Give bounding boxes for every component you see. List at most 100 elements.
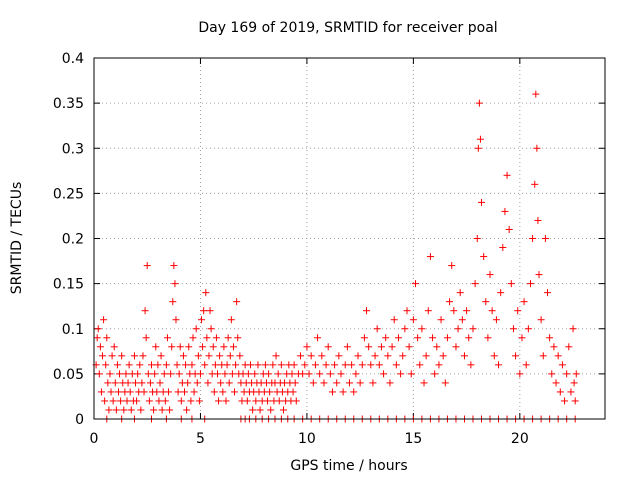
data-point [269,361,277,369]
data-point [529,235,537,242]
data-point [314,334,322,342]
data-point [571,397,579,405]
data-point [201,361,209,369]
data-point [324,343,332,351]
data-point [209,343,217,351]
data-point [199,343,207,351]
x-tick-label: 15 [404,431,422,447]
data-point [480,253,488,261]
data-point [418,325,426,333]
data-point [111,379,119,387]
data-point [360,334,368,342]
data-point [290,361,298,369]
data-point [569,325,577,333]
data-point [514,307,522,315]
plot-frame [93,57,606,420]
y-tick-label: 0.25 [53,186,84,202]
data-point [316,370,324,378]
data-point [452,343,460,351]
data-point [358,361,366,369]
data-point [144,370,152,378]
data-point [189,334,197,342]
data-point [151,370,159,378]
data-point [433,343,441,351]
data-point [373,325,381,333]
data-point [96,343,104,351]
data-point [539,352,547,360]
data-point [534,216,542,224]
data-point [403,307,411,315]
data-point [346,379,353,387]
data-point [120,406,128,414]
data-point [471,280,479,288]
data-point [414,334,422,342]
data-point [116,370,124,378]
data-point [157,352,165,360]
data-point [130,352,138,360]
tick-labels: 0 0.05 0.1 0.15 0.2 0.25 0.3 0.35 0.4 0 5 10 15 20 [53,51,529,447]
data-point [516,370,524,378]
data-point [367,361,375,369]
data-point [223,361,231,369]
data-point [168,343,176,351]
data-point [156,379,164,387]
data-point [139,352,147,360]
data-point [426,253,434,261]
data-point [463,307,471,315]
data-point [155,397,163,405]
data-point [93,334,101,342]
data-point [203,334,211,342]
data-point [297,352,305,360]
data-point [456,289,464,297]
data-point [108,352,116,360]
data-point [339,388,347,396]
data-point [554,352,562,360]
data-point [407,370,415,378]
data-point [482,298,490,306]
data-point [303,343,311,351]
data-point [154,361,162,369]
data-point [127,406,135,414]
x-axis-title: GPS time / hours [290,458,407,474]
data-point [299,370,307,378]
data-point [474,144,482,152]
data-point [460,352,468,360]
data-point [390,316,398,324]
data-point [526,280,534,288]
chart-title: Day 169 of 2019, SRMTID for receiver poa… [198,20,497,36]
x-tick-label: 10 [298,431,316,447]
data-point [104,379,112,387]
data-point [184,379,192,387]
data-point [341,361,349,369]
data-point [352,370,360,378]
data-point [265,370,273,378]
y-tick-label: 0.35 [53,96,84,112]
data-point [546,334,554,342]
data-point [231,388,239,396]
data-point [537,316,545,324]
data-point [145,397,153,405]
data-point [343,343,351,351]
data-point [377,343,385,351]
data-point [454,325,462,333]
data-point [113,361,121,369]
data-point [272,352,280,360]
data-point [437,316,445,324]
data-point [140,388,148,396]
data-point [207,325,215,333]
y-tick-label: 0 [75,412,84,428]
data-point [288,370,296,378]
data-point [141,307,149,315]
data-point [171,280,179,288]
data-point [563,370,571,378]
data-point [228,370,236,378]
data-point [220,343,228,351]
data-point [488,307,496,315]
data-point [495,361,503,369]
data-point [254,361,262,369]
data-point [356,379,364,387]
data-point [146,379,154,387]
data-point [229,343,237,351]
x-tick-label: 0 [90,431,99,447]
y-tick-label: 0.3 [62,141,84,157]
